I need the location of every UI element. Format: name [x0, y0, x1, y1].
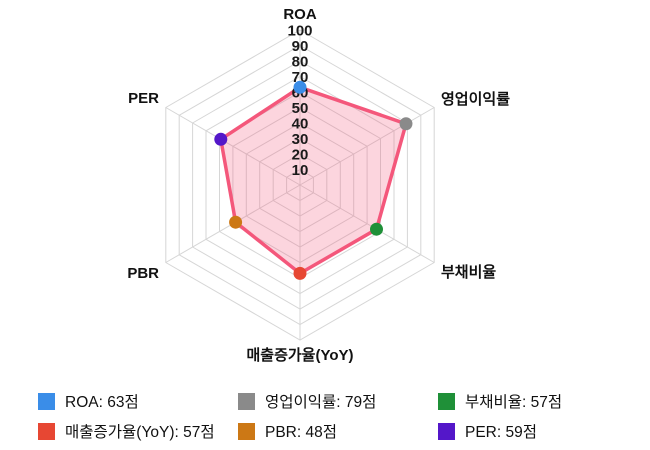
- legend-item-2[interactable]: 부채비율: 57점: [438, 390, 638, 412]
- radar-chart: 102030405060708090100ROA영업이익률부채비율매출증가율(Y…: [127, 6, 510, 364]
- legend-label: PBR: 48점: [265, 424, 337, 441]
- axis-label-4: PBR: [127, 265, 159, 282]
- data-point-2[interactable]: [370, 222, 383, 236]
- legend-item-0[interactable]: ROA: 63점: [38, 390, 238, 412]
- legend-swatch: [438, 392, 455, 410]
- tick-label: 50: [292, 100, 309, 117]
- legend-swatch: [438, 422, 455, 440]
- data-point-1[interactable]: [399, 117, 413, 131]
- tick-label: 80: [292, 53, 309, 70]
- legend-label: PER: 59점: [465, 424, 537, 441]
- grid-spoke: [299, 184, 435, 263]
- axis-label-1: 영업이익률: [441, 90, 510, 108]
- data-point-5[interactable]: [214, 132, 228, 146]
- legend-swatch: [238, 392, 255, 410]
- tick-label: 100: [287, 22, 312, 39]
- axis-label-5: PER: [128, 90, 159, 107]
- data-point-0[interactable]: [293, 80, 307, 94]
- data-point-4[interactable]: [229, 215, 243, 229]
- legend-label: 매출증가율(YoY): 57점: [65, 424, 215, 441]
- legend-item-4[interactable]: PBR: 48점: [238, 420, 438, 442]
- legend-swatch: [38, 392, 55, 410]
- tick-label: 10: [292, 162, 309, 179]
- legend-label: 부채비율: 57점: [465, 394, 563, 411]
- legend-swatch: [38, 422, 55, 440]
- axis-label-0: ROA: [283, 6, 317, 23]
- legend-swatch: [238, 422, 255, 440]
- legend-label: 영업이익률: 79점: [265, 394, 377, 411]
- legend-item-3[interactable]: 매출증가율(YoY): 57점: [38, 420, 238, 442]
- tick-label: 30: [292, 131, 309, 148]
- grid-spoke: [299, 107, 435, 186]
- legend-item-1[interactable]: 영업이익률: 79점: [238, 390, 438, 412]
- data-point-3[interactable]: [293, 266, 307, 280]
- axis-label-2: 부채비율: [441, 264, 496, 281]
- tick-label: 90: [292, 38, 309, 55]
- axis-label-3: 매출증가율(YoY): [246, 347, 353, 364]
- legend-item-5[interactable]: PER: 59점: [438, 420, 638, 442]
- tick-label: 40: [292, 115, 309, 132]
- grid-spoke: [165, 107, 301, 186]
- tick-label: 70: [292, 69, 309, 86]
- legend-label: ROA: 63점: [65, 394, 139, 411]
- radar-area: [219, 85, 408, 276]
- tick-label: 20: [292, 146, 309, 163]
